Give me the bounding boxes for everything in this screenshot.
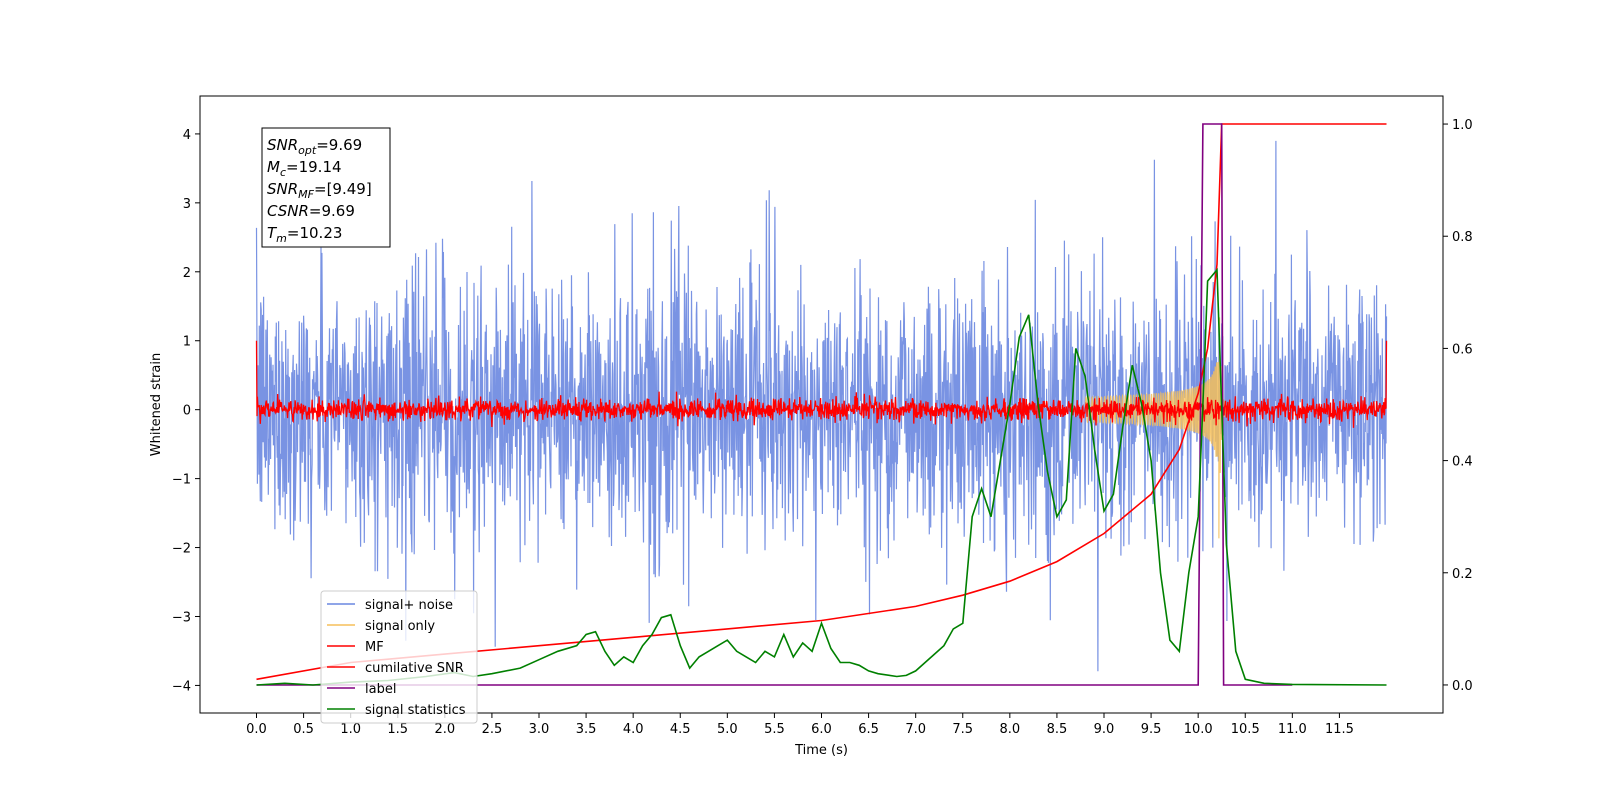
y-tick-label: 3 xyxy=(183,197,191,212)
y-axis-label: Whitened strain xyxy=(149,353,164,456)
y-tick-label: 0 xyxy=(183,404,191,419)
x-tick-label: 2.5 xyxy=(482,722,503,737)
x-tick-label: 9.5 xyxy=(1141,722,1162,737)
legend: signal+ noise signal only MF cumilative SNR… xyxy=(320,590,478,724)
x-tick-label: 3.5 xyxy=(576,722,597,737)
x-tick-label: 2.0 xyxy=(434,722,455,737)
x-tick-label: 10.0 xyxy=(1184,722,1213,737)
x-tick-label: 8.0 xyxy=(999,722,1020,737)
legend-entry: signal+ noise xyxy=(365,598,453,613)
series-label xyxy=(256,123,1293,686)
series-mf xyxy=(255,340,1388,428)
legend-entry: label xyxy=(365,682,396,697)
legend-entry: signal statistics xyxy=(365,703,466,718)
series-cumulative-snr xyxy=(256,123,1387,681)
x-tick-label: 7.5 xyxy=(952,722,973,737)
series-signal-statistics xyxy=(256,267,1387,686)
x-tick-label: 3.0 xyxy=(529,722,550,737)
x-tick-label: 6.0 xyxy=(811,722,832,737)
y2-tick-label: 0.4 xyxy=(1452,455,1473,470)
stats-line: SNRMF=[9.49] xyxy=(267,180,372,201)
series-signal-only xyxy=(1084,317,1236,539)
x-tick-label: 10.5 xyxy=(1231,722,1260,737)
y2-tick-label: 0.6 xyxy=(1452,342,1473,357)
x-tick-label: 6.5 xyxy=(858,722,879,737)
stats-line: SNRopt=9.69 xyxy=(267,136,362,157)
x-tick-label: 4.5 xyxy=(670,722,691,737)
y-tick-label: −3 xyxy=(172,610,191,625)
y-tick-label: 4 xyxy=(183,128,191,143)
stats-line: Mc=19.14 xyxy=(267,158,342,179)
y-tick-label: −1 xyxy=(172,473,191,488)
y-tick-label: 1 xyxy=(183,335,191,350)
x-tick-label: 1.5 xyxy=(387,722,408,737)
x-tick-label: 1.0 xyxy=(340,722,361,737)
y-tick-label: −2 xyxy=(172,542,191,557)
y-tick-label: 2 xyxy=(183,266,191,281)
x-tick-label: 11.5 xyxy=(1325,722,1354,737)
stats-line: Tm=10.23 xyxy=(267,224,342,245)
stats-annotation-box: SNRopt=9.69Mc=19.14SNRMF=[9.49]CSNR=9.69… xyxy=(261,127,391,248)
x-tick-label: 8.5 xyxy=(1047,722,1068,737)
x-tick-label: 11.0 xyxy=(1278,722,1307,737)
x-tick-label: 0.0 xyxy=(246,722,267,737)
y2-tick-label: 1.0 xyxy=(1452,118,1473,133)
y2-tick-label: 0.2 xyxy=(1452,567,1473,582)
x-tick-label: 9.0 xyxy=(1094,722,1115,737)
x-tick-label: 5.5 xyxy=(764,722,785,737)
y2-tick-label: 0.8 xyxy=(1452,230,1473,245)
x-tick-label: 5.0 xyxy=(717,722,738,737)
x-tick-label: 0.5 xyxy=(293,722,314,737)
legend-frame xyxy=(320,590,478,724)
legend-entry: MF xyxy=(365,640,384,655)
x-axis-label: Time (s) xyxy=(794,743,848,758)
x-tick-label: 4.0 xyxy=(623,722,644,737)
legend-entry: signal only xyxy=(365,619,435,634)
legend-entry: cumilative SNR xyxy=(365,661,464,676)
y2-tick-label: 0.0 xyxy=(1452,679,1473,694)
stats-box-frame xyxy=(261,127,391,248)
y-tick-label: −4 xyxy=(172,679,191,694)
x-tick-label: 7.0 xyxy=(905,722,926,737)
stats-line: CSNR=9.69 xyxy=(267,202,355,220)
